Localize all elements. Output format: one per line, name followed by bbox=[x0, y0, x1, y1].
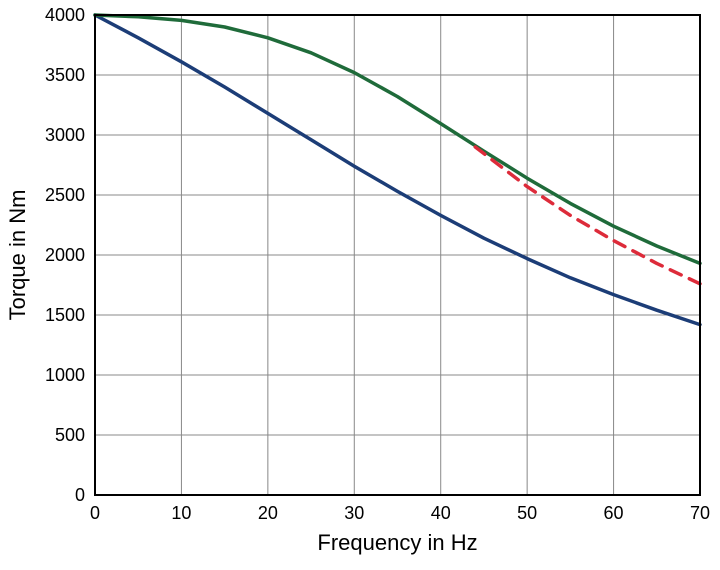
x-tick-label: 50 bbox=[517, 503, 537, 523]
y-tick-label: 1500 bbox=[45, 305, 85, 325]
x-tick-label: 10 bbox=[171, 503, 191, 523]
x-tick-label: 0 bbox=[90, 503, 100, 523]
x-tick-label: 40 bbox=[431, 503, 451, 523]
y-tick-label: 3000 bbox=[45, 125, 85, 145]
x-tick-label: 30 bbox=[344, 503, 364, 523]
chart-svg: 0 10 20 30 40 50 60 70 0 500 1000 1500 2000 2500 3000 3… bbox=[0, 0, 720, 570]
y-tick-label: 2500 bbox=[45, 185, 85, 205]
x-tick-label: 70 bbox=[690, 503, 710, 523]
y-tick-label: 4000 bbox=[45, 5, 85, 25]
x-axis-label: Frequency in Hz bbox=[317, 530, 477, 555]
y-tick-label: 500 bbox=[55, 425, 85, 445]
y-axis-label: Torque in Nm bbox=[5, 190, 30, 321]
y-tick-label: 1000 bbox=[45, 365, 85, 385]
x-tick-label: 20 bbox=[258, 503, 278, 523]
torque-frequency-chart: 0 10 20 30 40 50 60 70 0 500 1000 1500 2000 2500 3000 3… bbox=[0, 0, 720, 570]
y-tick-label: 0 bbox=[75, 485, 85, 505]
x-tick-label: 60 bbox=[604, 503, 624, 523]
y-tick-label: 3500 bbox=[45, 65, 85, 85]
y-tick-label: 2000 bbox=[45, 245, 85, 265]
